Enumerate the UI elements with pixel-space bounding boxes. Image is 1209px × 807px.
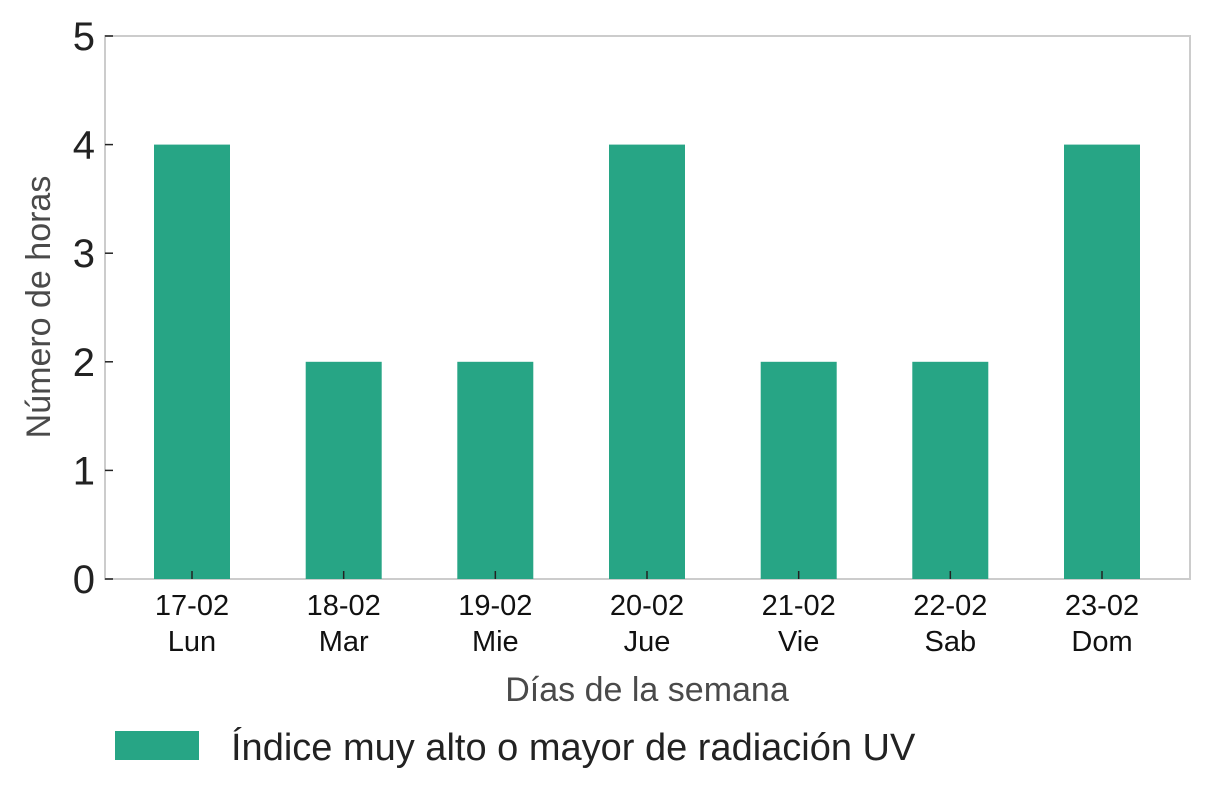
x-axis-title: Días de la semana — [505, 671, 789, 709]
x-tick-label-date: 17-02 — [155, 590, 229, 622]
x-tick-label: 20-02 Jue — [610, 590, 684, 658]
x-tick-label-date: 21-02 — [762, 590, 836, 622]
y-tick-label: 4 — [73, 124, 95, 168]
x-tick-label: 19-02 Mie — [458, 590, 532, 658]
x-tick-label: 17-02 Lun — [155, 590, 229, 658]
x-tick-label-day: Sab — [925, 626, 977, 658]
y-tick-label: 1 — [73, 449, 95, 493]
x-tick-label-day: Lun — [168, 626, 216, 658]
x-tick-group: 17-02 Lun 18-02 Mar 19-02 Mie 20-02 Jue 21-02 Vie… — [155, 571, 1139, 658]
bar-21-02 — [760, 361, 837, 579]
y-tick-label: 2 — [73, 341, 95, 385]
bars-group — [154, 144, 1140, 579]
y-axis-title: Número de horas — [20, 176, 58, 439]
bar-22-02 — [912, 361, 989, 579]
bar-19-02 — [457, 361, 534, 579]
legend-label: Índice muy alto o mayor de radiación UV — [231, 726, 916, 769]
legend: Índice muy alto o mayor de radiación UV — [115, 726, 916, 769]
bar-23-02 — [1064, 144, 1140, 579]
bar-18-02 — [305, 361, 382, 579]
y-tick-group: 0 1 2 3 4 5 — [73, 15, 113, 602]
x-tick-label: 22-02 Sab — [913, 590, 987, 658]
legend-swatch — [115, 731, 199, 760]
bar-20-02 — [609, 144, 685, 579]
x-tick-label: 21-02 Vie — [762, 590, 836, 658]
x-tick-label-date: 18-02 — [307, 590, 381, 622]
x-tick-label-date: 19-02 — [458, 590, 532, 622]
y-tick-label: 0 — [73, 558, 95, 602]
y-tick-label: 5 — [73, 15, 95, 59]
x-tick-label-day: Mie — [472, 626, 519, 658]
bar-17-02 — [154, 144, 230, 579]
x-tick-label: 18-02 Mar — [307, 590, 381, 658]
x-tick-label-day: Jue — [624, 626, 671, 658]
x-tick-label-date: 22-02 — [913, 590, 987, 622]
x-tick-label-day: Mar — [319, 626, 369, 658]
y-tick-label: 3 — [73, 232, 95, 276]
x-tick-label: 23-02 Dom — [1065, 590, 1139, 658]
x-tick-label-day: Dom — [1071, 626, 1132, 658]
x-tick-label-date: 23-02 — [1065, 590, 1139, 622]
x-tick-label-day: Vie — [778, 626, 819, 658]
x-tick-label-date: 20-02 — [610, 590, 684, 622]
